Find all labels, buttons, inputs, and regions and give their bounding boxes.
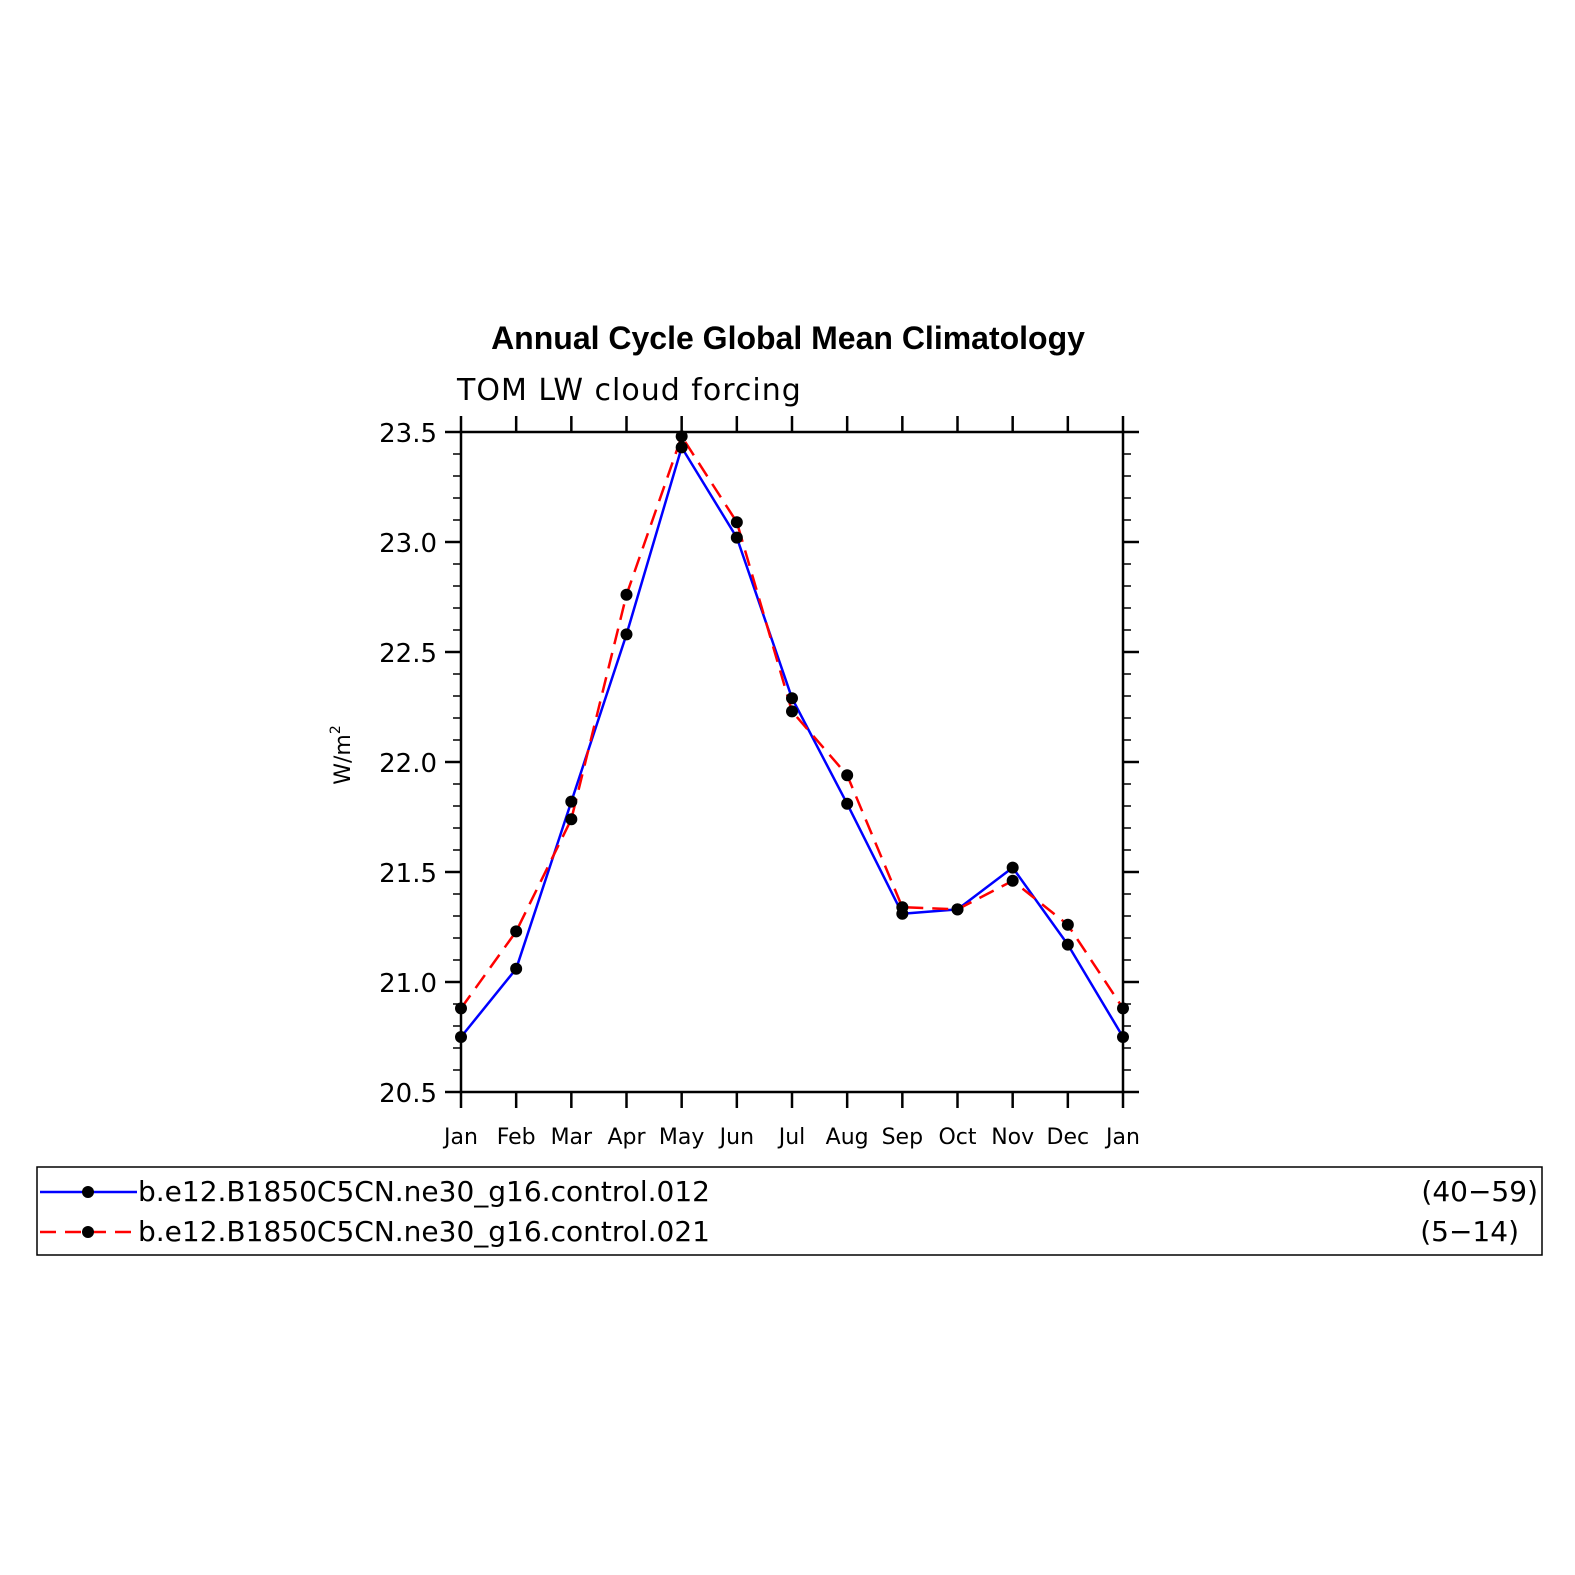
legend-marker-series-012 — [82, 1186, 94, 1198]
y-axis-label-text: W/m — [331, 734, 356, 785]
y-tick-label: 20.5 — [379, 1079, 437, 1109]
x-tick-label: Apr — [607, 1125, 646, 1150]
series-0-point — [730, 531, 743, 544]
series-0-point — [620, 628, 633, 641]
series-1-point — [951, 903, 964, 916]
x-tick-label: Dec — [1047, 1125, 1090, 1150]
legend-label-series-021: b.e12.B1850C5CN.ne30_g16.control.021 — [138, 1215, 710, 1248]
series-1-point — [620, 588, 633, 601]
y-axis-label-superscript: 2 — [328, 725, 344, 734]
x-tick-label: Oct — [938, 1125, 976, 1150]
y-tick-label: 22.0 — [379, 749, 437, 779]
x-tick-label: Jul — [777, 1125, 806, 1150]
x-tick-label: Jan — [442, 1125, 478, 1150]
y-tick-label: 23.0 — [379, 529, 437, 559]
legend-box — [36, 1166, 1543, 1256]
series-1-point — [786, 705, 798, 718]
series-line-1 — [459, 435, 1125, 1010]
series-0-point — [675, 441, 688, 454]
chart-subtitle: TOM LW cloud forcing — [456, 373, 802, 408]
series-0-point — [565, 795, 578, 808]
series-0-point — [1117, 1031, 1129, 1043]
series-0-point — [455, 1031, 467, 1043]
x-tick-label: Aug — [826, 1125, 869, 1150]
x-tick-label: Sep — [882, 1125, 923, 1150]
series-0-point — [510, 962, 523, 975]
series-0-point — [841, 797, 854, 810]
y-axis-label: W/m2 — [328, 725, 356, 785]
series-0-point — [786, 692, 798, 705]
y-tick-label: 21.0 — [379, 969, 437, 999]
series-1-point — [1117, 1002, 1129, 1015]
legend-years-series-021: (5−14) — [1420, 1215, 1519, 1248]
x-tick-label: Jan — [1104, 1125, 1140, 1150]
series-1-point — [730, 516, 743, 529]
x-tick-label: Nov — [991, 1125, 1034, 1150]
legend: b.e12.B1850C5CN.ne30_g16.control.012 (40… — [36, 1166, 1543, 1256]
series-1-point — [896, 901, 909, 914]
series-1-point — [455, 1002, 467, 1015]
legend-label-series-012: b.e12.B1850C5CN.ne30_g16.control.012 — [138, 1175, 710, 1208]
series-1-point — [510, 925, 523, 938]
x-tick-label: Mar — [551, 1125, 593, 1150]
x-tick-label: Jun — [718, 1125, 754, 1150]
plot-frame — [459, 430, 1125, 1094]
plot-axes: 20.5 21.0 21.5 22.0 22.5 23.0 23.5 Jan Feb Mar Apr… — [379, 416, 1140, 1150]
series-0-point — [1061, 938, 1074, 951]
legend-years-series-012: (40−59) — [1421, 1175, 1538, 1208]
y-tick-label: 21.5 — [379, 859, 437, 889]
series-1-point — [1061, 918, 1074, 931]
series-1-point — [675, 430, 688, 443]
x-tick-label: May — [659, 1125, 704, 1150]
series-line-0 — [460, 446, 1125, 1038]
series-1-point — [565, 813, 578, 826]
series-0-point — [1006, 861, 1019, 874]
x-tick-label: Feb — [497, 1125, 536, 1150]
chart-title: Annual Cycle Global Mean Climatology — [491, 320, 1085, 356]
y-tick-label: 22.5 — [379, 639, 437, 669]
plot-series — [455, 430, 1129, 1043]
series-1-point — [841, 769, 854, 782]
series-1-point — [1006, 874, 1019, 887]
legend-marker-series-021 — [82, 1226, 94, 1238]
y-tick-label: 23.5 — [379, 419, 437, 449]
